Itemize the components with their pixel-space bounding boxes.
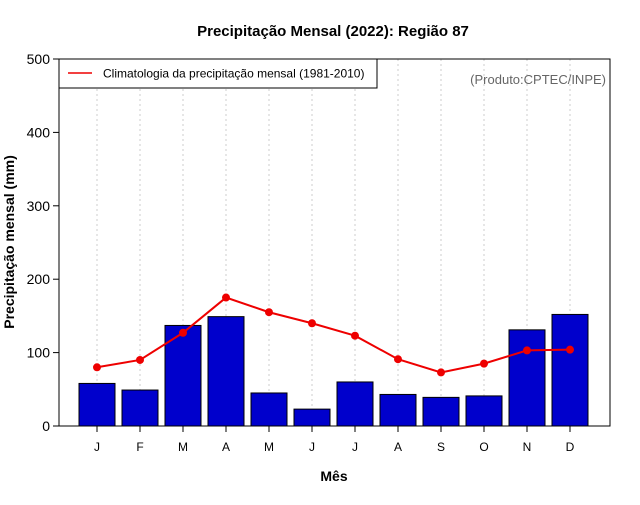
climatology-point: [265, 308, 273, 317]
source-annotation: (Produto:CPTEC/INPE): [470, 72, 606, 87]
bar-series: [78, 313, 589, 427]
x-tick-label: D: [566, 440, 575, 454]
x-tick-label: A: [394, 440, 402, 454]
climatology-point: [179, 328, 187, 337]
climatology-point: [566, 345, 574, 354]
x-tick-label: S: [437, 440, 445, 454]
climatology-point: [136, 355, 144, 364]
x-tick-label: M: [178, 440, 188, 454]
climatology-point: [480, 359, 488, 368]
climatology-point: [394, 355, 402, 364]
x-tick-label: J: [94, 440, 100, 454]
x-axis-label: Mês: [320, 468, 347, 484]
bar: [336, 381, 374, 427]
bar: [250, 392, 288, 427]
y-tick-label: 100: [27, 345, 51, 361]
climatology-series: [93, 293, 574, 377]
legend: Climatologia da precipitação mensal (198…: [58, 58, 378, 89]
bar: [207, 316, 245, 427]
climatology-point: [308, 319, 316, 328]
climatology-point: [222, 293, 230, 302]
legend-entry-climatology: Climatologia da precipitação mensal (198…: [103, 67, 364, 81]
y-tick-label: 300: [27, 198, 51, 214]
bar: [465, 395, 503, 427]
bar: [508, 329, 546, 427]
bar: [422, 396, 460, 427]
bar: [293, 408, 331, 427]
y-tick-label: 200: [27, 271, 51, 287]
climatology-line: [96, 296, 571, 374]
climatology-point: [523, 346, 531, 355]
x-tick-label: F: [136, 440, 143, 454]
x-tick-label: J: [352, 440, 358, 454]
chart-title: Precipitação Mensal (2022): Região 87: [197, 23, 469, 40]
y-tick-label: 0: [42, 418, 50, 434]
y-tick-label: 400: [27, 124, 51, 140]
climatology-point: [93, 363, 101, 372]
x-tick-label: A: [222, 440, 230, 454]
bar: [78, 382, 116, 427]
legend-box: [58, 58, 378, 89]
bar: [121, 389, 159, 427]
bar: [551, 313, 589, 427]
x-tick-label: M: [264, 440, 274, 454]
y-axis-label: Precipitação mensal (mm): [1, 155, 17, 329]
x-tick-label: N: [523, 440, 532, 454]
bar: [379, 393, 417, 427]
y-axis: 0 100 200 300 400 500: [27, 51, 59, 434]
climatology-point: [437, 368, 445, 377]
climatology-point: [351, 331, 359, 340]
y-tick-label: 500: [27, 51, 51, 67]
bar: [164, 324, 202, 427]
x-tick-label: J: [309, 440, 315, 454]
x-tick-label: O: [479, 440, 488, 454]
